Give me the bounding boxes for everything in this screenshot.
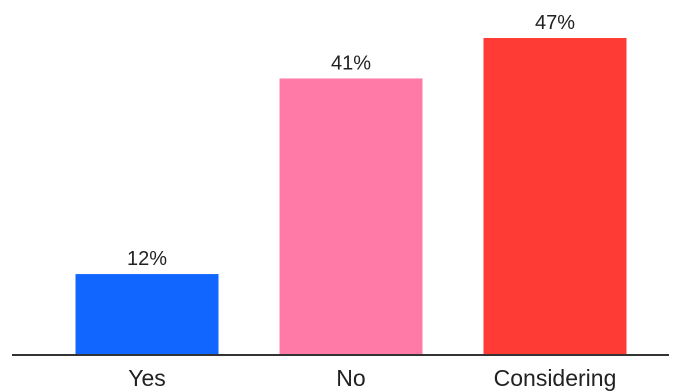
category-labels-group: Yes No Considering xyxy=(128,365,616,391)
value-label-considering: 47% xyxy=(535,12,575,34)
bar-considering xyxy=(483,38,627,355)
category-label-considering: Considering xyxy=(494,365,617,391)
category-label-yes: Yes xyxy=(128,365,166,391)
value-labels-group: 12% 41% 47% xyxy=(127,12,575,270)
value-label-yes: 12% xyxy=(127,248,167,270)
bar-yes xyxy=(75,274,219,355)
value-label-no: 41% xyxy=(331,52,371,74)
category-label-no: No xyxy=(336,365,365,391)
bars-group xyxy=(75,38,627,356)
bar-no xyxy=(279,78,423,356)
